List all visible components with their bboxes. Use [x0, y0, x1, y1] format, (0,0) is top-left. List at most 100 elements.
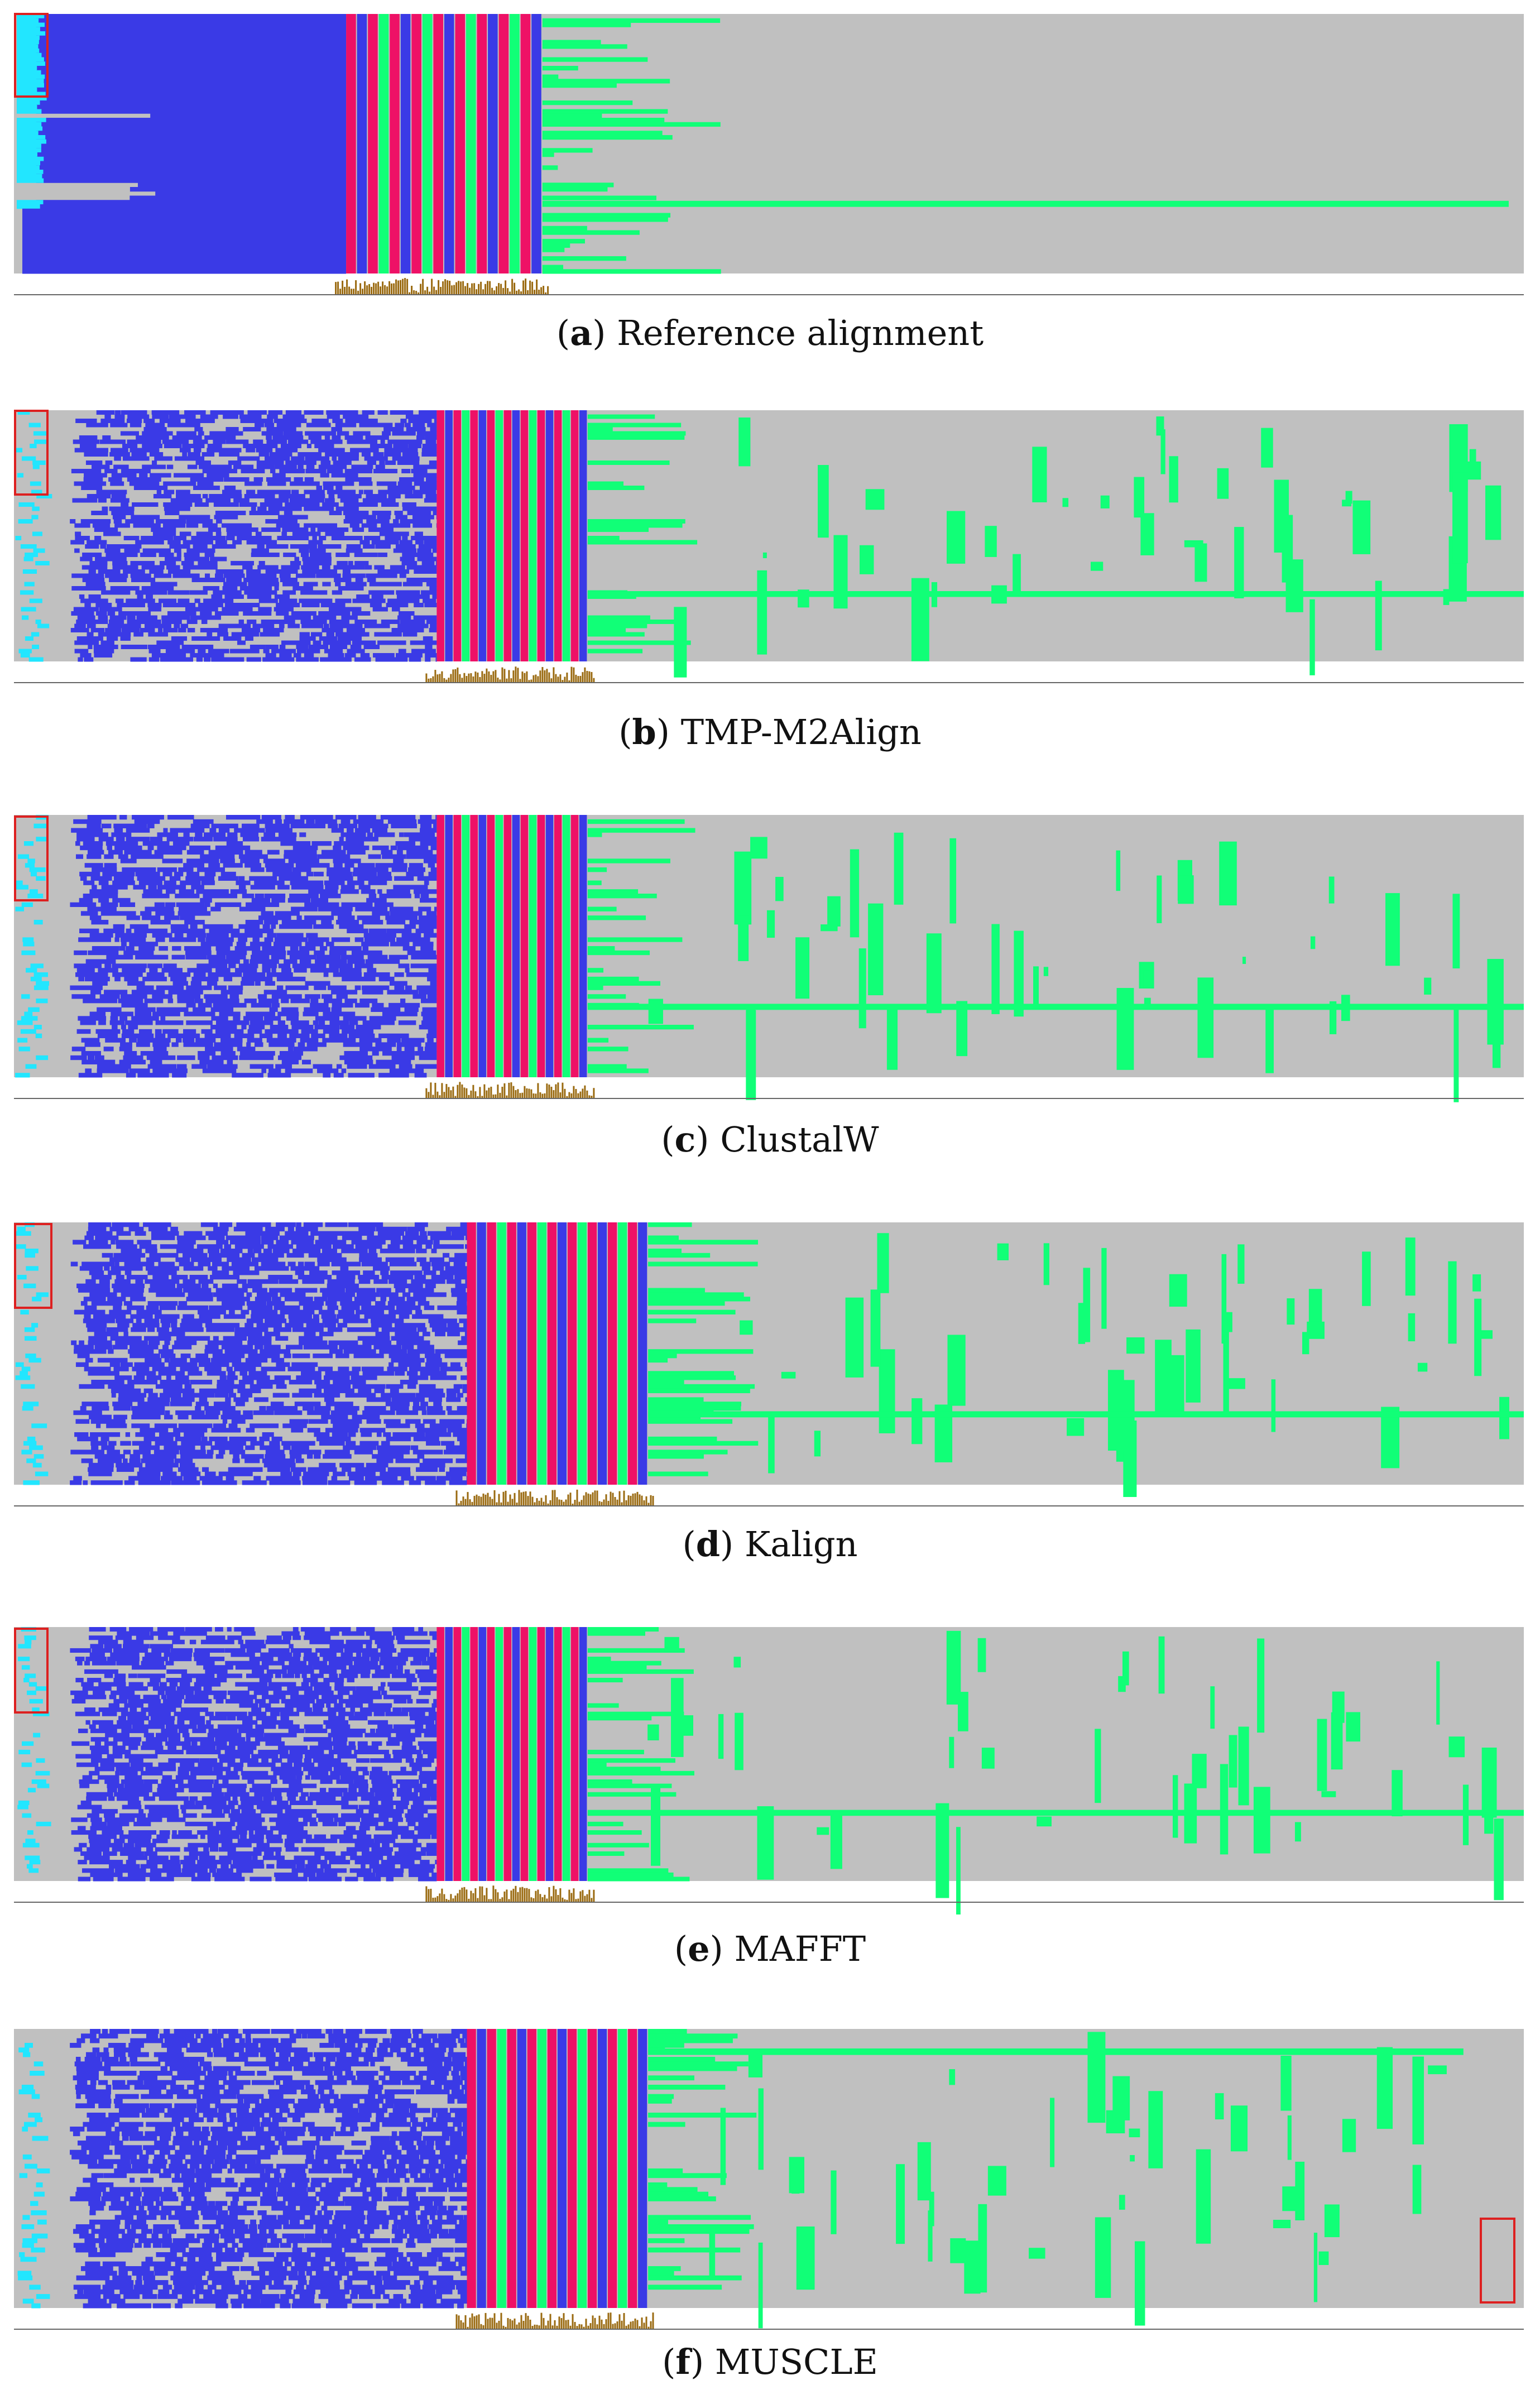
region-a-cell [291, 906, 318, 911]
conservation-bar [564, 1899, 566, 1902]
region-a-cell [398, 1020, 416, 1025]
region-b-stripe [628, 1222, 637, 1485]
region-a-edge-cell [19, 2173, 28, 2179]
region-a-cell [281, 2127, 306, 2132]
region-c-cell [648, 1235, 679, 1240]
region-a-cell [136, 1042, 150, 1047]
region-a-cell [70, 1450, 104, 1455]
region-a-cell [314, 2052, 347, 2057]
region-a-cell [146, 1305, 159, 1311]
conservation-bar [471, 283, 473, 295]
region-a-cell [404, 1047, 415, 1052]
region-a-cell [118, 999, 143, 1004]
region-a-cell [425, 1432, 452, 1437]
region-a-cell [148, 1711, 171, 1716]
region-a-cell [271, 924, 276, 929]
conservation-bar [579, 1091, 582, 1098]
region-a-cell [234, 1244, 264, 1249]
region-a-cell [237, 1839, 264, 1844]
region-a-edge-cell [21, 1762, 32, 1767]
conservation-bar [526, 1888, 528, 1902]
region-a-cell [104, 1266, 110, 1271]
region-a-cell [127, 1872, 162, 1877]
conservation-bar [634, 1493, 636, 1506]
region-b-stripe [503, 1627, 512, 1881]
region-a-cell [104, 1813, 116, 1818]
region-a-cell [240, 2182, 266, 2187]
region-a-cell [389, 2075, 410, 2081]
region-b-stripe [368, 14, 378, 273]
region-a-cell [235, 1682, 268, 1687]
conservation-bar [519, 679, 521, 683]
region-a-cell [412, 942, 434, 947]
region-a-cell [279, 876, 308, 881]
region-a-cell [383, 1821, 399, 1826]
region-a-cell [343, 1318, 368, 1323]
region-a-cell [121, 410, 147, 415]
region-a-cell [161, 1729, 178, 1734]
conservation-bar [480, 281, 482, 295]
region-c-cell [1210, 1686, 1215, 1729]
region-a-cell [382, 1480, 404, 1485]
region-a-cell [450, 1288, 466, 1293]
region-a-cell [308, 1770, 329, 1776]
region-a-cell [417, 556, 437, 562]
region-a-cell [128, 2043, 145, 2048]
region-c-cell [1453, 1009, 1459, 1102]
region-a-cell [339, 2047, 362, 2053]
region-c-cell [1126, 1337, 1145, 1354]
conservation-bar [510, 1890, 512, 1902]
region-a-cell [328, 1788, 348, 1793]
region-c-cell [1107, 1370, 1124, 1451]
region-a-cell [175, 2127, 201, 2132]
region-a-cell [156, 640, 184, 645]
region-c-cell [587, 1758, 675, 1763]
region-a-cell [287, 950, 310, 956]
region-a-cell [165, 1724, 197, 1729]
region-a-cell [299, 1301, 324, 1306]
region-a-cell [364, 2099, 383, 2104]
region-a-cell [346, 1847, 370, 1852]
region-a-cell [98, 1724, 132, 1729]
region-a-cell [214, 573, 223, 578]
region-a-cell [465, 1397, 467, 1402]
region-a-cell [358, 2108, 388, 2113]
region-c-cell [1033, 966, 1039, 1005]
region-a-cell [113, 1366, 129, 1371]
region-a-cell [272, 1249, 290, 1254]
region-a-edge-cell [15, 448, 23, 453]
region-a-edge-cell [22, 937, 34, 942]
region-a-cell [166, 2089, 189, 2095]
region-a-cell [76, 2066, 111, 2071]
region-a-cell [367, 2210, 387, 2215]
region-a-cell [364, 937, 395, 942]
region-c-cell [587, 1711, 684, 1716]
region-a-cell [36, 100, 347, 105]
region-a-cell [124, 1783, 152, 1788]
conservation-bar [366, 285, 368, 295]
region-a-cell [359, 999, 378, 1004]
region-a-cell [447, 1331, 460, 1337]
region-a-cell [89, 1627, 106, 1632]
region-a-cell [402, 632, 418, 637]
region-a-edge-cell [17, 87, 37, 92]
region-a-cell [209, 494, 242, 498]
conservation-bar [539, 1092, 541, 1098]
region-c-cell [587, 414, 655, 419]
region-a-cell [150, 1631, 168, 1636]
region-a-cell [112, 561, 128, 565]
region-a-cell [376, 1226, 407, 1232]
region-a-cell [396, 1305, 421, 1311]
region-a-cell [76, 2094, 81, 2099]
region-a-cell [80, 1020, 96, 1025]
region-a-cell [304, 477, 314, 482]
region-a-cell [93, 1690, 105, 1695]
region-a-cell [404, 1007, 419, 1012]
region-a-cell [81, 1059, 116, 1064]
region-a-cell [177, 1467, 199, 1472]
region-a-cell [337, 2108, 359, 2113]
region-a-cell [288, 858, 319, 863]
region-a-cell [342, 1631, 364, 1636]
conservation-bar [459, 1082, 461, 1098]
region-a-cell [345, 515, 376, 520]
